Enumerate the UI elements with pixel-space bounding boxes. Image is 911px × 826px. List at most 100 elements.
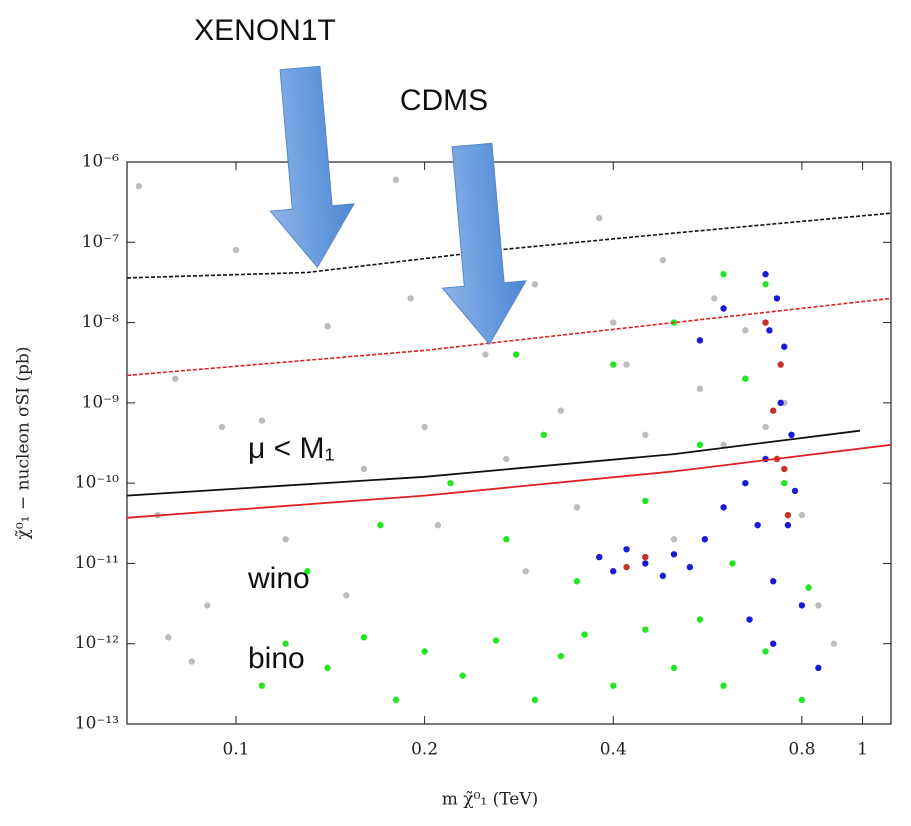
annotation: wino [247,562,310,595]
x-tick-label: 0.1 [222,740,249,760]
y-tick-label: 10⁻⁹ [82,392,120,412]
point [623,361,630,368]
point [557,407,565,414]
point [459,672,466,679]
point [642,560,649,567]
point [670,551,678,558]
point [686,563,694,571]
point [188,658,195,665]
point [623,546,630,553]
point [503,455,510,463]
point [720,271,727,278]
point [659,256,667,264]
point [642,626,649,633]
point [762,319,769,326]
annotation: bino [248,642,305,675]
point [610,319,617,326]
point [805,584,812,591]
point [729,560,736,567]
point [670,664,678,672]
point [696,385,704,392]
point [762,648,769,655]
point [304,568,311,575]
point [815,602,822,609]
point [581,631,588,638]
point [540,431,548,439]
y-tick-label: 10⁻¹¹ [75,553,119,573]
annotation: μ < M₁ [248,432,335,465]
point [165,634,172,641]
point [135,182,143,190]
point [531,696,539,704]
point [232,246,240,254]
point [781,343,788,350]
point [204,602,211,609]
point [720,682,727,689]
point [282,640,289,647]
point [762,281,769,288]
point [573,578,581,585]
point [421,648,428,655]
limit-line [126,429,861,497]
point [815,664,822,672]
point [447,479,454,487]
point [360,634,368,641]
point [784,521,792,529]
point [766,327,773,334]
point [720,504,727,511]
point [642,431,649,439]
point [610,568,617,575]
plot-frame [126,161,892,725]
point [720,305,727,312]
y-tick-label: 10⁻⁶ [82,152,120,172]
point [512,351,520,358]
point [701,536,709,543]
x-axis-label: m χ̃⁰₁ (TeV) [442,790,538,810]
x-tick-label: 0.4 [600,740,627,760]
point [762,271,769,278]
point [282,536,289,543]
point [258,417,266,424]
point [781,479,788,487]
point [746,616,753,623]
point [421,423,428,431]
point [798,511,806,519]
point [770,407,777,414]
point [531,281,539,288]
point [791,487,799,495]
frame [127,161,891,725]
point [770,578,777,585]
y-tick-label: 10⁻¹³ [75,714,119,734]
y-tick-label: 10⁻⁸ [82,312,120,332]
annotation: XENON1T [194,14,336,47]
point [557,652,565,660]
point [503,536,510,543]
point [573,504,581,511]
point [324,664,331,672]
point [258,682,266,689]
point [596,214,603,222]
y-tick-label: 10⁻¹² [75,633,119,653]
point [522,568,529,575]
point [770,640,777,647]
point [696,616,704,623]
point [742,375,749,382]
point [492,637,500,644]
point [788,431,795,439]
point [324,323,331,330]
point [773,295,781,302]
point [798,602,806,609]
point [642,553,649,561]
x-tick-label: 1 [857,740,868,760]
point [798,696,806,704]
point [218,423,226,431]
limit-line [126,212,892,279]
point [407,295,414,302]
point [392,176,400,184]
point [642,497,649,505]
point [696,441,704,449]
point [777,399,784,407]
point [830,640,838,647]
point [482,351,489,358]
